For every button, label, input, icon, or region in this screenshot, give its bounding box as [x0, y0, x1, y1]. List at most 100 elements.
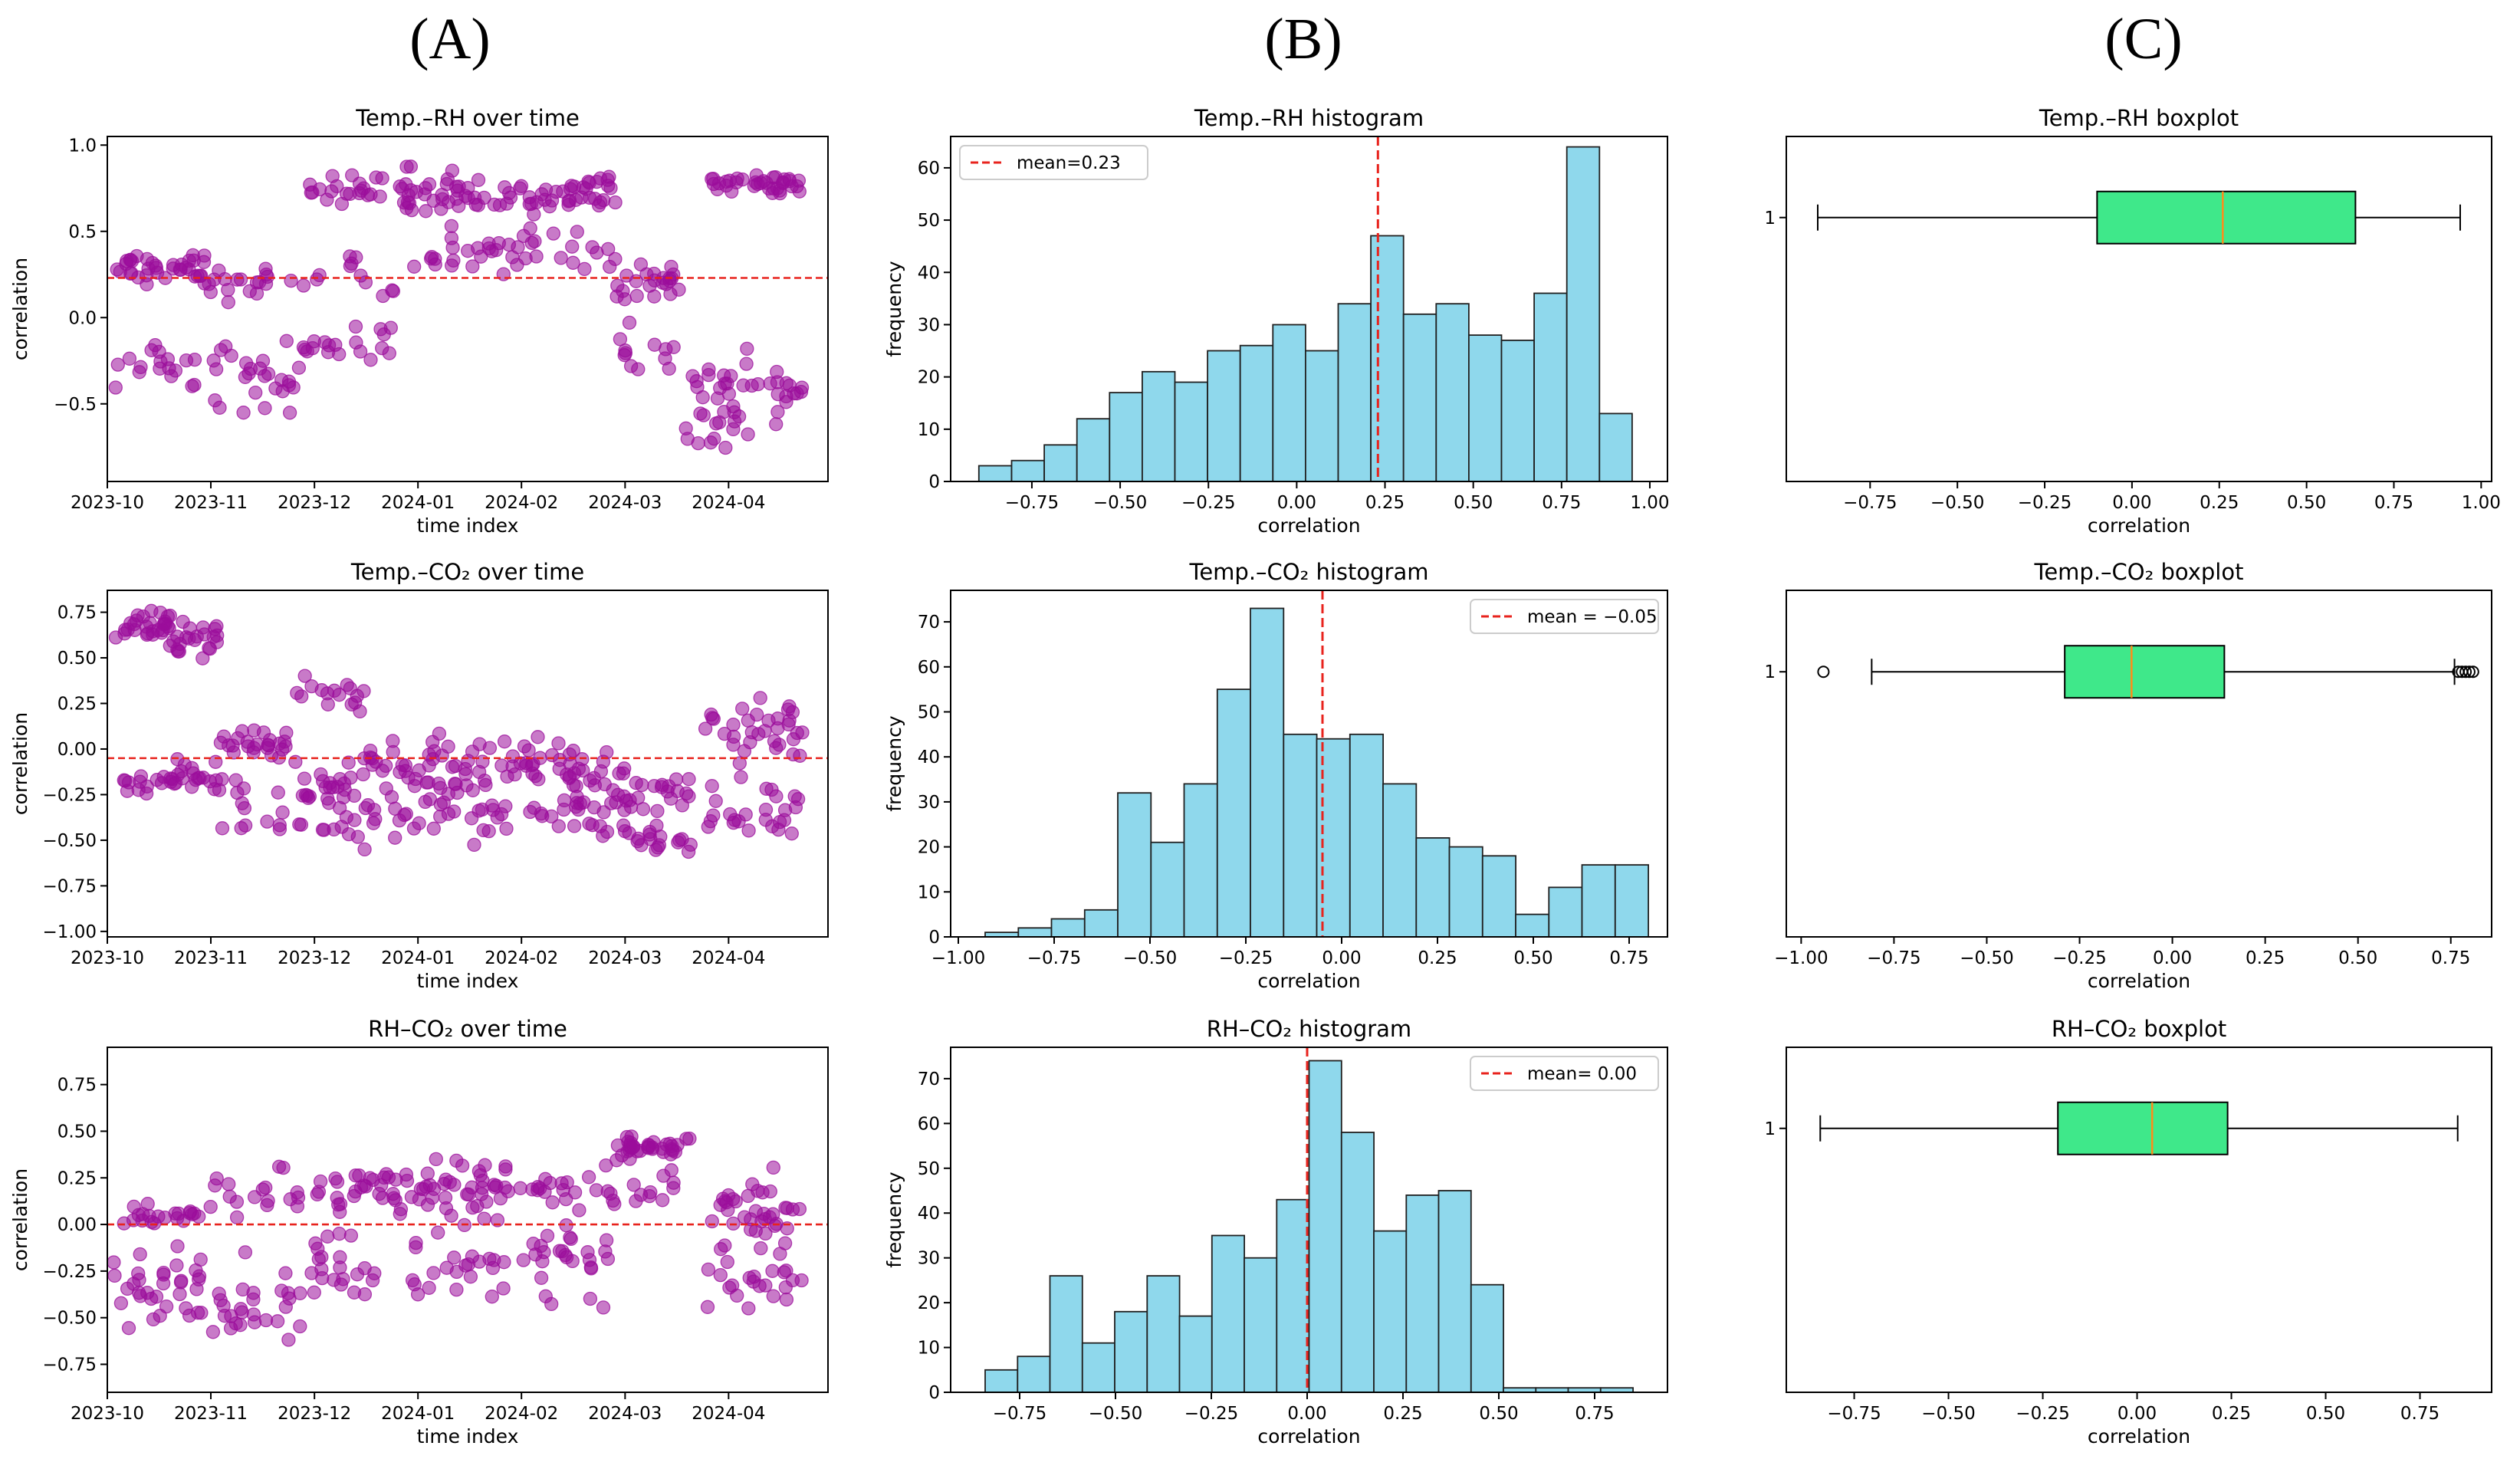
hist_temp_co2-y-tick-label-0: 0	[928, 928, 940, 948]
scatter_temp_rh-point	[770, 364, 784, 380]
scatter_rh_co2-point	[126, 1213, 141, 1227]
hist_temp_co2-y-tick-label-1: 10	[918, 882, 940, 902]
scatter_rh_co2-point	[724, 1278, 740, 1293]
scatter_rh_co2-point	[146, 1312, 161, 1327]
scatter_temp_co2-point	[490, 810, 504, 825]
scatter_temp_rh-point	[328, 337, 343, 352]
hist_temp_co2-bar-8	[1250, 607, 1285, 938]
scatter_temp_co2-point	[482, 741, 498, 755]
scatter_temp_co2-point	[732, 756, 747, 771]
scatter_rh_co2-point	[745, 1177, 760, 1191]
hist_rh_co2-bar-10	[1308, 1060, 1342, 1393]
scatter_temp_co2-point	[195, 651, 210, 665]
hist_temp_rh-bar-8	[1239, 344, 1274, 482]
scatter_temp_co2-point	[215, 821, 230, 836]
hist_rh_co2-bar-3	[1081, 1342, 1116, 1393]
box_rh_co2-x-tick-label-2: −0.25	[2016, 1404, 2069, 1424]
scatter_temp_rh-point	[196, 255, 212, 269]
scatter_temp_co2-point	[341, 826, 356, 842]
hist_temp_co2-y-tick-label-6: 60	[918, 658, 940, 678]
scatter_rh_co2-point	[192, 1272, 206, 1286]
scatter_rh_co2-x-tick-label-1: 2023-11	[174, 1404, 248, 1424]
scatter_rh_co2-point	[765, 1263, 780, 1278]
scatter_temp_rh-point	[286, 380, 301, 395]
scatter_rh_co2-point	[754, 1240, 768, 1256]
scatter_rh_co2-point	[777, 1265, 791, 1280]
column-header-b: (B)	[1264, 7, 1342, 71]
scatter_rh_co2-point	[389, 1172, 403, 1187]
scatter_temp_co2-point	[228, 773, 243, 787]
hist_rh_co2-x-tick-label-5: 0.50	[1479, 1404, 1518, 1424]
scatter_rh_co2-point	[169, 1258, 184, 1273]
plot-frame-hist_temp_co2	[950, 590, 1668, 938]
hist_rh_co2-bar-4	[1114, 1310, 1148, 1393]
scatter_temp_co2-point	[163, 774, 178, 789]
scatter_rh_co2-point	[477, 1211, 491, 1226]
scatter_temp_co2-point	[596, 829, 610, 843]
scatter_rh_co2-y-tick-label-0: −0.75	[43, 1355, 97, 1375]
scatter_temp_co2-x-tick-label-3: 2024-01	[381, 948, 455, 968]
scatter_rh_co2-point	[742, 1270, 757, 1285]
scatter_rh_co2-point	[766, 1289, 780, 1303]
box_rh_co2-box-group	[1819, 1101, 2459, 1155]
scatter_temp_co2-point	[790, 725, 804, 741]
scatter_temp_rh-point	[356, 181, 371, 196]
scatter_rh_co2-point	[170, 1239, 185, 1254]
scatter_temp_co2-point	[422, 758, 436, 773]
scatter_temp_co2-point	[108, 630, 123, 645]
box_temp_co2-x-tick-label-4: 0.00	[2153, 948, 2192, 968]
scatter_temp_rh-point	[144, 343, 159, 357]
scatter_temp_co2-points	[108, 603, 810, 859]
scatter_temp_co2-point	[576, 763, 590, 778]
scatter_rh_co2-x-tick-label-6: 2024-04	[692, 1404, 765, 1424]
scatter_temp_co2-point	[260, 814, 274, 829]
scatter_temp_rh-point	[400, 195, 416, 209]
scatter_temp_rh-point	[444, 231, 459, 245]
scatter_rh_co2-point	[238, 1245, 253, 1260]
scatter_rh_co2-point	[581, 1170, 596, 1185]
hist_temp_co2-y-tick-label-3: 30	[918, 793, 940, 813]
chart-panel-scatter_temp_co2: Temp.–CO₂ over time time index correlation…	[9, 559, 829, 992]
scatter_rh_co2-point	[596, 1300, 611, 1315]
scatter_temp_co2-point	[448, 777, 462, 791]
scatter_rh_co2-point	[393, 1207, 407, 1221]
scatter_temp_rh-point	[514, 179, 529, 193]
scatter_rh_co2-y-tick-label-4: 0.25	[57, 1168, 97, 1188]
scatter_rh_co2-point	[705, 1214, 719, 1229]
scatter_rh_co2-x-tick-label-2: 2023-12	[278, 1404, 351, 1424]
scatter_temp_rh-point	[259, 267, 274, 282]
scatter_rh_co2-point	[589, 1183, 604, 1198]
hist_rh_co2-bar-14	[1437, 1190, 1472, 1393]
hist_temp_co2-bar-1	[1017, 927, 1053, 938]
scatter_temp_rh-point	[777, 172, 792, 187]
scatter_rh_co2-point	[475, 1173, 490, 1188]
scatter_temp_rh-point	[770, 405, 785, 419]
scatter_rh_co2-point	[113, 1296, 129, 1310]
scatter_temp_co2-point	[292, 817, 307, 832]
scatter_temp_rh-point	[320, 192, 334, 207]
scatter_temp_rh-point	[587, 192, 603, 206]
scatter_rh_co2-point	[567, 1185, 583, 1200]
scatter_temp_rh-point	[305, 340, 320, 356]
scatter_rh_co2-point	[348, 1168, 363, 1183]
scatter_rh_co2-point	[766, 1160, 780, 1175]
scatter_temp_co2-point	[393, 764, 407, 780]
scatter_temp_co2-point	[238, 818, 253, 833]
scatter_rh_co2-y-tick-label-1: −0.50	[43, 1309, 97, 1329]
scatter_temp_rh-point	[409, 185, 424, 199]
scatter_temp_rh-point	[203, 284, 218, 300]
scatter_temp_co2-point	[734, 770, 748, 784]
scatter_temp_co2-point	[544, 748, 560, 763]
hist_temp_rh-y-tick-label-2: 20	[918, 368, 940, 388]
hist_temp_rh-bar-18	[1566, 146, 1601, 482]
scatter_temp_rh-point	[693, 406, 708, 421]
scatter_temp_co2-title: Temp.–CO₂ over time	[350, 559, 584, 585]
scatter_temp_rh-point	[613, 332, 628, 347]
scatter_temp_co2-point	[388, 830, 402, 845]
scatter_rh_co2-point	[233, 1318, 248, 1332]
scatter_rh_co2-point	[270, 1314, 285, 1329]
scatter_temp_rh-point	[325, 169, 340, 183]
scatter_rh_co2-point	[209, 1171, 224, 1186]
chart-panel-box_temp_co2: Temp.–CO₂ boxplot correlation −1.00 −0.75 −0…	[1764, 559, 2492, 992]
hist_temp_co2-legend: mean = −0.05	[1470, 599, 1659, 634]
